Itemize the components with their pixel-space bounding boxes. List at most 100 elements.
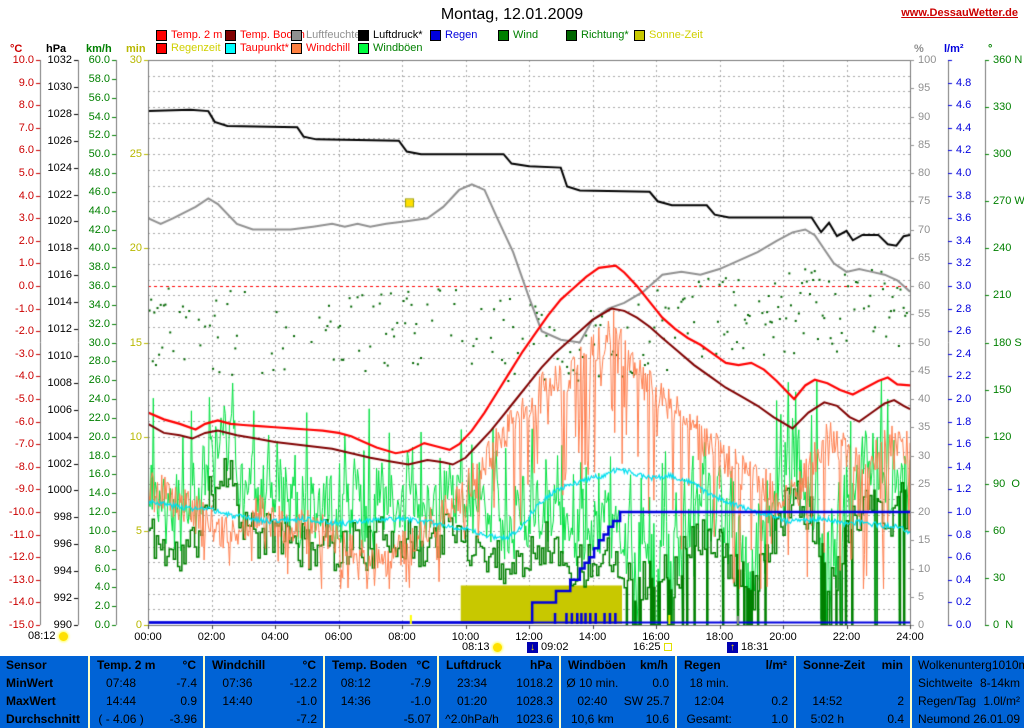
axis-tick-label-hpa: 1016: [47, 269, 72, 282]
axis-tick-label-pct: 10: [918, 562, 931, 575]
table-cell-temp-boden: Temp. Boden °C: [323, 656, 437, 674]
axis-tick-label-kmh: 24.0: [88, 393, 110, 405]
axis-tick-label-lm2: 3.4: [956, 234, 972, 247]
legend-label: Regen: [445, 29, 478, 41]
axis-tick-label-temp: 4.0: [18, 189, 34, 202]
table-col-unit: °C: [416, 658, 430, 672]
axis-tick-label-deg: 60: [993, 524, 1006, 537]
table-info-value: 1.0l/m²: [983, 694, 1020, 708]
sunset-square-icon: [663, 643, 672, 651]
legend-swatch-icon: [291, 30, 302, 41]
axis-tick-label-deg: 270 W: [993, 195, 1024, 208]
table-row-label-text: MinWert: [6, 676, 54, 690]
table-cell-time: 18 min.: [689, 676, 729, 690]
axis-tick-label-lm2: 2.6: [956, 325, 972, 338]
axis-tick-label-lm2: 4.8: [956, 76, 972, 89]
axis-unit-kmh: km/h: [86, 43, 112, 55]
axis-unit-temp: °C: [10, 43, 23, 55]
axis-tick-label-temp: 1.0: [18, 257, 34, 270]
axis-tick-label-hpa: 1024: [47, 161, 72, 174]
x-axis-label: 10:00: [451, 631, 480, 643]
axis-tick-label-temp: -15.0: [8, 619, 34, 631]
axis-tick-label-kmh: 30.0: [88, 336, 110, 349]
axis-tick-label-pct: 80: [918, 167, 931, 179]
legend-swatch-icon: [358, 43, 369, 54]
x-axis-label: 06:00: [324, 631, 353, 643]
table-cell-regen: Regen l/m²: [675, 656, 794, 674]
axis-tick-label-kmh: 50.0: [88, 148, 110, 161]
table-cell-time: Gesamt:: [686, 712, 732, 726]
arrow-up-icon: ↑: [727, 641, 738, 653]
marker-time: 18:31: [741, 641, 769, 653]
table-cell-luftdruck: 23:34 1018.2: [437, 674, 559, 692]
axis-tick-label-deg: 120: [993, 430, 1012, 443]
axis-tick-label-pct: 25: [918, 477, 931, 490]
table-cell-value: 0.0: [652, 676, 669, 690]
table-col-unit: l/m²: [765, 658, 787, 672]
axis-tick-label-temp: -8.0: [15, 460, 34, 473]
table-cell-value: 1.0: [771, 712, 788, 726]
site-link[interactable]: www.DessauWetter.de: [901, 7, 1018, 19]
table-cell-value: -1.0: [410, 694, 431, 708]
weather-chart-canvas: [0, 0, 1024, 656]
axis-tick-label-lm2: 3.2: [956, 257, 972, 270]
axis-tick-label-min: 5: [135, 524, 142, 537]
table-cell-sonne-zeit: 5:02 h 0.4: [794, 710, 910, 728]
axis-unit-deg: °: [988, 43, 993, 55]
axis-tick-label-kmh: 20.0: [88, 430, 110, 443]
axis-tick-label-kmh: 52.0: [88, 129, 110, 142]
table-cell-windb-en: 02:40 SW 25.7: [559, 692, 675, 710]
axis-tick-label-hpa: 1032: [47, 54, 72, 66]
legend-swatch-icon: [225, 43, 236, 54]
time-marker-1625: 16:25: [633, 641, 672, 653]
table-cell-value: 1018.2: [516, 676, 553, 690]
marker-time: 16:25: [633, 641, 661, 653]
axis-tick-label-hpa: 1028: [47, 107, 72, 120]
axis-tick-label-deg: 300: [993, 148, 1012, 161]
table-col-unit: °C: [182, 658, 196, 672]
table-cell-temp-boden: 14:36 -1.0: [323, 692, 437, 710]
table-cell-temp-2-m: Temp. 2 m °C: [88, 656, 203, 674]
page-title: Montag, 12.01.2009: [440, 6, 584, 23]
axis-tick-label-kmh: 58.0: [88, 72, 110, 85]
axis-tick-label-hpa: 1012: [47, 323, 72, 336]
table-cell-time: 14:40: [222, 694, 253, 708]
axis-tick-label-hpa: 1030: [47, 80, 72, 93]
table-info-label: Neumond: [918, 712, 971, 726]
axis-tick-label-hpa: 1026: [47, 134, 72, 147]
legend-label: Luftdruck*: [373, 29, 423, 41]
table-cell-windchill: 07:36 -12.2: [203, 674, 323, 692]
axis-unit-pct: %: [914, 43, 924, 55]
table-cell-time: 08:12: [340, 676, 371, 690]
axis-tick-label-pct: 60: [918, 280, 931, 292]
axis-tick-label-hpa: 996: [53, 538, 72, 551]
axis-tick-label-kmh: 48.0: [88, 167, 110, 179]
x-axis-label: 04:00: [261, 631, 289, 643]
axis-tick-label-temp: -5.0: [15, 393, 34, 405]
axis-tick-label-temp: -12.0: [8, 551, 34, 564]
axis-tick-label-hpa: 1002: [47, 457, 72, 470]
axis-tick-label-temp: -14.0: [8, 596, 34, 609]
axis-tick-label-hpa: 990: [53, 619, 72, 631]
axis-tick-label-temp: 8.0: [18, 99, 34, 112]
weather-summary-table: Sensor Temp. 2 m °C Windchill °C Temp. Boden °…: [0, 656, 1024, 728]
table-col-title: Windchill: [212, 658, 266, 672]
table-cell-value: 2: [897, 694, 904, 708]
table-col-unit: hPa: [529, 658, 552, 672]
table-cell-sonne-zeit: 14:52 2: [794, 692, 910, 710]
axis-tick-label-hpa: 1014: [47, 296, 72, 309]
axis-tick-label-lm2: 4.4: [956, 121, 972, 134]
axis-tick-label-lm2: 0.0: [956, 619, 972, 631]
table-cell-time: 23:34: [456, 676, 488, 690]
table-cell-value: 0.2: [771, 694, 788, 708]
axis-tick-label-deg: 330: [993, 101, 1012, 114]
legend-swatch-icon: [156, 43, 167, 54]
legend-swatch-icon: [430, 30, 441, 41]
table-cell-time: 14:52: [812, 694, 843, 708]
axis-tick-label-kmh: 42.0: [88, 223, 110, 236]
axis-tick-label-kmh: 26.0: [88, 374, 110, 387]
sun-icon: [58, 631, 68, 641]
table-info-label: Regen/Tag: [918, 694, 977, 708]
arrow-down-icon: ↓: [527, 641, 538, 653]
